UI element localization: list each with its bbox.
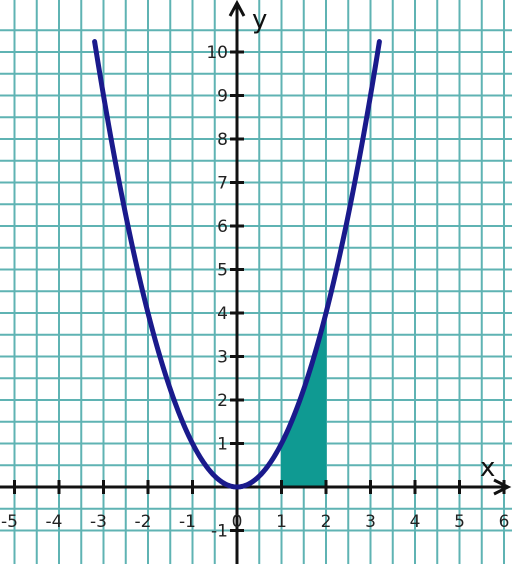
y-axis-arrow-icon bbox=[228, 0, 246, 17]
y-tick-label: 8 bbox=[217, 130, 228, 150]
x-tick-label: 6 bbox=[499, 512, 510, 532]
y-tick-label: 9 bbox=[217, 87, 228, 107]
y-tick-label: -1 bbox=[211, 522, 228, 542]
x-tick-label: 0 bbox=[232, 512, 243, 532]
curve-layer bbox=[92, 39, 382, 490]
x-tick-label: 2 bbox=[321, 512, 332, 532]
y-tick-label: 5 bbox=[217, 261, 228, 281]
y-tick-label: 3 bbox=[217, 348, 228, 368]
y-tick-label: 2 bbox=[217, 391, 228, 411]
x-tick-label: -2 bbox=[135, 512, 152, 532]
y-tick-label: 7 bbox=[217, 174, 228, 194]
x-axis-arrow-icon bbox=[493, 478, 512, 496]
x-tick-label: 5 bbox=[454, 512, 465, 532]
x-tick-label: 4 bbox=[410, 512, 421, 532]
x-tick-label: -4 bbox=[46, 512, 63, 532]
series-curve bbox=[92, 39, 382, 490]
x-tick-label: -1 bbox=[179, 512, 196, 532]
y-tick-label: 6 bbox=[217, 217, 228, 237]
y-axis-title: y bbox=[252, 5, 267, 35]
y-tick-label: 4 bbox=[217, 304, 228, 324]
x-tick-label: 1 bbox=[276, 512, 287, 532]
x-axis-title: x bbox=[480, 453, 495, 483]
x-tick-label: -3 bbox=[90, 512, 107, 532]
x-tick-label: 3 bbox=[365, 512, 376, 532]
y-tick-label: 10 bbox=[206, 43, 228, 63]
x-tick-label: -5 bbox=[1, 512, 18, 532]
y-tick-label: 1 bbox=[217, 435, 228, 455]
